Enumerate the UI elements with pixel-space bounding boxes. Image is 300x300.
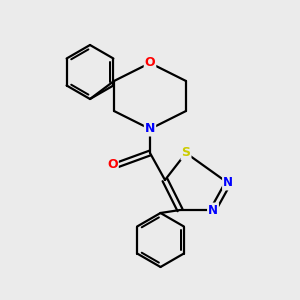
Text: S: S [182,146,190,160]
Text: O: O [107,158,118,172]
Text: N: N [223,176,233,190]
Text: N: N [145,122,155,136]
Text: O: O [145,56,155,70]
Text: N: N [208,203,218,217]
